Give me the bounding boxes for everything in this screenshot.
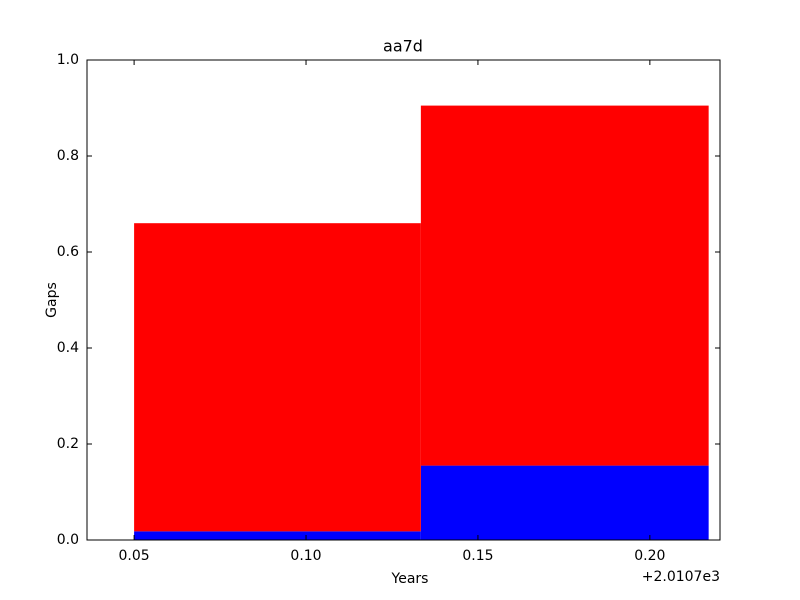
- bar-segment: [420, 105, 709, 466]
- y-tick-label: 0.0: [57, 532, 79, 548]
- plot-frame: [86, 59, 721, 541]
- y-tick-label: 0.8: [57, 148, 79, 164]
- chart-title: aa7d: [383, 37, 423, 56]
- bar-segment: [134, 531, 421, 540]
- y-axis-label: Gaps: [44, 282, 60, 318]
- y-tick-label: 0.2: [57, 436, 79, 452]
- x-tick-label: 0.20: [634, 548, 665, 564]
- x-tick-label: 0.05: [119, 548, 150, 564]
- x-axis-label: Years: [391, 571, 429, 587]
- bar-segment: [134, 223, 421, 532]
- x-tick-label: 0.10: [290, 548, 321, 564]
- y-tick-label: 1.0: [57, 52, 79, 68]
- bar-segment: [420, 465, 709, 540]
- y-tick-label: 0.6: [57, 244, 79, 260]
- x-offset-label: +2.0107e3: [642, 569, 720, 585]
- y-tick-label: 0.4: [57, 340, 79, 356]
- x-tick-label: 0.15: [462, 548, 493, 564]
